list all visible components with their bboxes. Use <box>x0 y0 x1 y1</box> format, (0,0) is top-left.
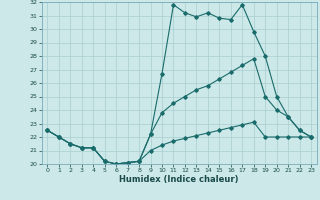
X-axis label: Humidex (Indice chaleur): Humidex (Indice chaleur) <box>119 175 239 184</box>
